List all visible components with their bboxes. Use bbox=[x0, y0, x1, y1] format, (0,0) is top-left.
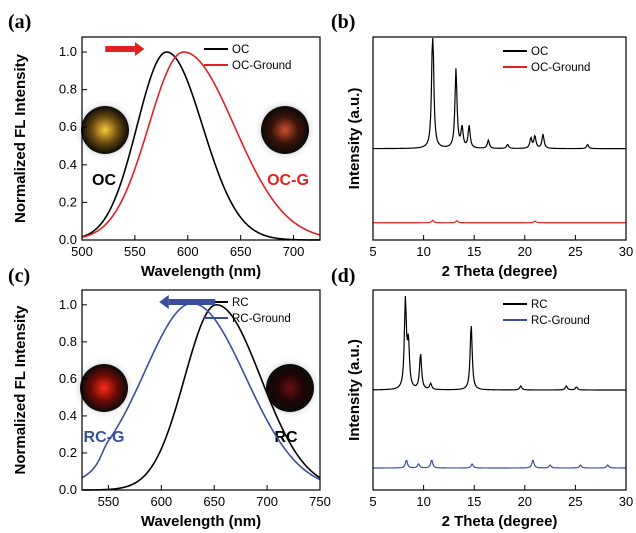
series-line-oc-ground bbox=[81, 51, 321, 239]
x-tick-label: 600 bbox=[150, 494, 172, 509]
plot-frame bbox=[372, 289, 627, 491]
y-tick-label: 0.6 bbox=[59, 371, 77, 386]
series-line-rc-ground bbox=[373, 459, 626, 469]
panel-label: (a) bbox=[8, 11, 31, 33]
y-axis-title: Normalized FL Intensity bbox=[12, 53, 29, 223]
inset-label: RC-G bbox=[84, 429, 125, 446]
x-tick-label: 20 bbox=[518, 494, 532, 509]
y-tick-label: 1.0 bbox=[59, 44, 77, 59]
y-tick-label: 0.8 bbox=[59, 82, 77, 97]
plot-frame bbox=[81, 289, 321, 491]
shift-arrow bbox=[105, 46, 135, 52]
inset-label: OC bbox=[92, 172, 116, 189]
legend-label: OC-Ground bbox=[531, 62, 590, 74]
legend-label: RC-Ground bbox=[531, 315, 590, 327]
y-tick-label: 0.4 bbox=[59, 157, 77, 172]
chart-panel-3: (c) RC-G RC 550 600 650 700 750 0.0 0.2 0.4 0.6 0.8 1… bbox=[8, 265, 331, 530]
x-tick-label: 750 bbox=[309, 494, 331, 509]
y-axis-title: Intensity (a.u.) bbox=[346, 88, 363, 190]
shift-arrow-head bbox=[134, 42, 145, 56]
x-tick-label: 550 bbox=[98, 494, 120, 509]
legend-label: RC bbox=[531, 299, 548, 311]
x-tick-label: 15 bbox=[467, 494, 481, 509]
inset-label: OC-G bbox=[267, 172, 309, 189]
inset-sample-image bbox=[81, 106, 129, 154]
y-tick-label: 0.8 bbox=[59, 334, 77, 349]
x-tick-label: 500 bbox=[71, 244, 93, 259]
x-tick-label: 30 bbox=[619, 244, 633, 259]
legend-label: OC bbox=[232, 44, 249, 56]
shift-arrow bbox=[168, 299, 216, 305]
series-line-rc bbox=[372, 296, 626, 391]
series-line-oc bbox=[81, 51, 320, 241]
x-tick-label: 650 bbox=[203, 494, 225, 509]
inset-sample-image bbox=[261, 106, 309, 154]
series-line-oc bbox=[373, 37, 626, 150]
inset-sample-image bbox=[80, 364, 128, 412]
plot-frame bbox=[81, 36, 321, 241]
x-tick-label: 550 bbox=[124, 244, 146, 259]
chart-panel-4: (d) 5 10 15 20 25 30 2 Theta (degree) Intensity … bbox=[331, 265, 633, 530]
panel-label: (b) bbox=[331, 11, 355, 33]
legend-label: RC bbox=[232, 297, 249, 309]
x-axis-title: 2 Theta (degree) bbox=[442, 263, 558, 280]
x-axis-title: 2 Theta (degree) bbox=[442, 513, 558, 530]
panel-label: (c) bbox=[8, 265, 30, 287]
x-tick-label: 15 bbox=[467, 244, 481, 259]
x-tick-label: 600 bbox=[177, 244, 199, 259]
x-tick-label: 5 bbox=[369, 494, 376, 509]
x-tick-label: 25 bbox=[568, 244, 582, 259]
y-tick-label: 0.2 bbox=[59, 194, 77, 209]
y-tick-label: 0.6 bbox=[59, 119, 77, 134]
chart-panel-2: (b) 5 10 15 20 25 30 2 Theta (degree) Intensity … bbox=[331, 11, 633, 280]
x-tick-label: 25 bbox=[568, 494, 582, 509]
x-tick-label: 20 bbox=[518, 244, 532, 259]
x-tick-label: 5 bbox=[369, 244, 376, 259]
series-line-oc-ground bbox=[373, 219, 626, 224]
legend-label: OC bbox=[531, 46, 548, 58]
chart-panel-1: (a) OC OC-G 500 550 600 650 700 0.0 0.2 0.4 0.6 0.8 1… bbox=[8, 11, 321, 280]
x-axis-title: Wavelength (nm) bbox=[141, 263, 261, 280]
y-axis-title: Normalized FL Intensity bbox=[12, 305, 29, 475]
series-line-rc-ground bbox=[81, 302, 321, 481]
y-tick-label: 0.0 bbox=[59, 232, 77, 247]
x-tick-label: 700 bbox=[256, 494, 278, 509]
y-tick-label: 0.4 bbox=[59, 408, 77, 423]
x-tick-label: 700 bbox=[283, 244, 305, 259]
inset-sample-image bbox=[266, 364, 314, 412]
shift-arrow-head bbox=[159, 295, 169, 309]
x-tick-label: 10 bbox=[416, 494, 430, 509]
y-tick-label: 0.2 bbox=[59, 445, 77, 460]
panel-label: (d) bbox=[331, 265, 355, 287]
plot-frame bbox=[372, 36, 627, 241]
legend-label: OC-Ground bbox=[232, 60, 291, 72]
x-tick-label: 650 bbox=[230, 244, 252, 259]
x-tick-label: 30 bbox=[619, 494, 633, 509]
x-tick-label: 10 bbox=[416, 244, 430, 259]
legend-label: RC-Ground bbox=[232, 313, 291, 325]
y-axis-title: Intensity (a.u.) bbox=[346, 339, 363, 441]
y-tick-label: 0.0 bbox=[59, 482, 77, 497]
series-line-rc bbox=[81, 304, 321, 491]
y-tick-label: 1.0 bbox=[59, 297, 77, 312]
x-axis-title: Wavelength (nm) bbox=[141, 513, 261, 530]
